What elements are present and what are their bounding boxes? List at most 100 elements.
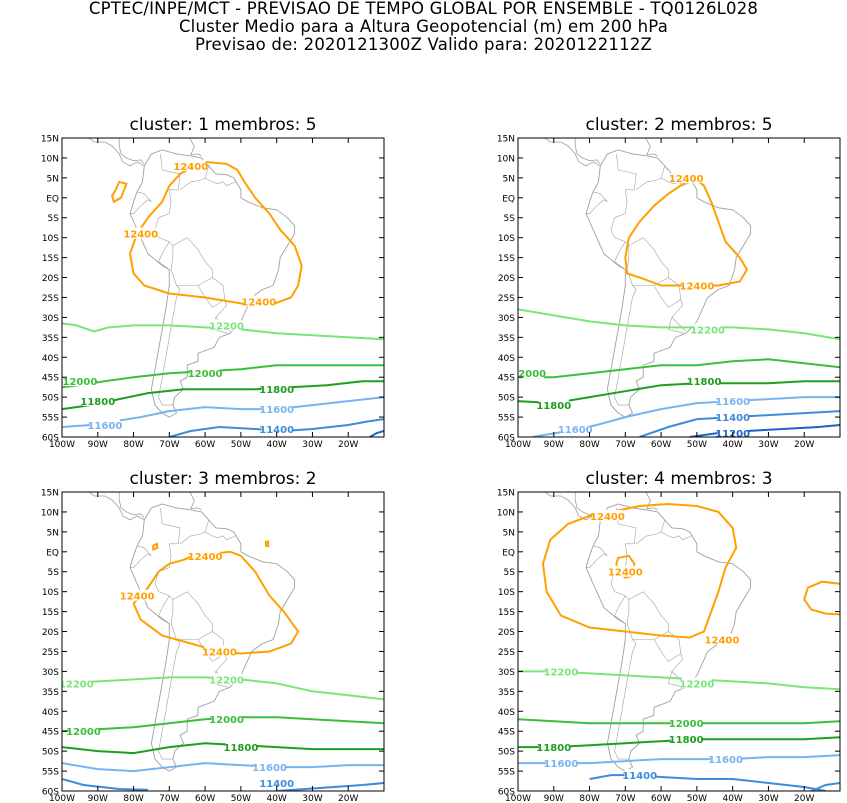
y-tick-label: 15N — [41, 135, 59, 145]
country-border — [204, 177, 227, 187]
x-tick-label: 100W — [49, 794, 75, 803]
y-tick-label: 5N — [47, 528, 59, 538]
x-tick-label: 90W — [544, 440, 564, 450]
y-tick-label: 5S — [48, 568, 60, 578]
contour-label: 11800 — [80, 397, 115, 408]
country-border — [179, 165, 209, 191]
y-tick-label: 15N — [41, 489, 59, 499]
country-border — [635, 519, 665, 545]
contour-label-bg — [68, 725, 99, 737]
country-border — [137, 545, 152, 561]
y-tick-label: 40S — [42, 354, 59, 364]
y-tick-label: 30S — [498, 668, 515, 678]
y-tick-label: 10S — [42, 234, 59, 244]
y-tick-label: 35S — [498, 688, 515, 698]
y-tick-label: 10N — [497, 508, 515, 518]
map-frame — [517, 491, 841, 792]
country-border — [653, 631, 682, 662]
contour-line — [803, 580, 840, 616]
y-tick-label: 55S — [42, 414, 59, 424]
panel-title: cluster: 4 membros: 3 — [585, 469, 772, 489]
map-frame — [61, 137, 385, 438]
contour-label: 12200 — [679, 679, 714, 690]
contour-label: 12200 — [209, 675, 244, 686]
coastline — [189, 492, 202, 511]
contour-label-bg — [592, 509, 623, 521]
y-tick-label: 15S — [42, 254, 59, 264]
country-border — [158, 153, 181, 218]
coastline — [88, 492, 145, 521]
country-border — [593, 545, 608, 561]
country-border — [204, 531, 227, 541]
y-tick-label: 5S — [504, 214, 516, 224]
y-tick-label: 25S — [498, 294, 515, 304]
coastline — [189, 138, 202, 157]
country-border — [586, 205, 597, 214]
contour-label: 12400 — [590, 512, 625, 523]
contour-label: 12400 — [123, 230, 158, 241]
x-tick-label: 70W — [159, 440, 179, 450]
coastline — [118, 138, 145, 165]
contour-line — [589, 774, 826, 791]
panel-title: cluster: 2 membros: 5 — [585, 115, 772, 135]
country-border — [635, 165, 665, 191]
y-tick-label: 10N — [497, 154, 515, 164]
coastline — [544, 138, 601, 167]
country-border — [172, 591, 213, 640]
y-tick-label: 5N — [503, 174, 515, 184]
contour-label-bg — [710, 753, 741, 765]
contour-label-bg — [89, 419, 120, 431]
x-tick-label: 100W — [505, 794, 531, 803]
coastline — [129, 503, 296, 772]
contour-label: 12400 — [202, 647, 237, 658]
contour-label-bg — [560, 423, 591, 435]
contour-line — [689, 424, 840, 437]
contour-label: 12400 — [120, 592, 155, 603]
panel-title: cluster: 3 membros: 2 — [129, 469, 316, 489]
country-border — [671, 317, 687, 332]
contour-label-bg — [706, 633, 737, 645]
country-border — [614, 241, 626, 270]
y-tick-label: EQ — [502, 194, 515, 204]
country-border — [137, 191, 152, 207]
y-tick-label: 25S — [498, 648, 515, 658]
y-tick-label: 60S — [498, 788, 515, 798]
x-tick-label: 40W — [722, 794, 742, 803]
contour-label-bg — [261, 383, 292, 395]
x-tick-label: 80W — [579, 440, 599, 450]
country-border — [226, 181, 236, 187]
country-border — [158, 595, 170, 624]
y-tick-label: 30S — [498, 314, 515, 324]
contour-label: 12000 — [209, 715, 244, 726]
contour-label: 11800 — [669, 735, 704, 746]
contour-label-bg — [681, 677, 712, 689]
y-tick-label: 15N — [497, 489, 515, 499]
contour-line — [369, 430, 384, 437]
y-tick-label: EQ — [46, 548, 59, 558]
contour-label-bg — [261, 777, 292, 789]
contour-label: 12000 — [62, 377, 97, 388]
map-panel-4: cluster: 4 membros: 3 12400 12400 12400 1220… — [497, 469, 841, 803]
contour-label: 11400 — [715, 413, 750, 424]
contour-label: 12000 — [188, 369, 223, 380]
contour-line — [152, 542, 159, 551]
x-tick-label: 100W — [49, 440, 75, 450]
country-border — [593, 191, 608, 207]
contour-label-bg — [243, 295, 274, 307]
contour-label: 12200 — [544, 667, 579, 678]
country-border — [586, 559, 597, 568]
coastline — [574, 138, 601, 165]
y-tick-label: 35S — [498, 334, 515, 344]
y-tick-label: 50S — [498, 394, 515, 404]
country-border — [628, 591, 669, 640]
y-tick-label: 5S — [504, 568, 516, 578]
y-tick-label: 10N — [41, 508, 59, 518]
y-tick-label: 40S — [42, 708, 59, 718]
country-border — [158, 507, 181, 572]
contour-label: 12200 — [59, 679, 94, 690]
contour-label-bg — [545, 757, 576, 769]
contour-line — [62, 778, 148, 791]
y-tick-label: 5N — [503, 528, 515, 538]
map-area: 12400 12400 12400 12200 12200 12000 11800 11800… — [518, 492, 840, 791]
country-border — [682, 535, 692, 541]
